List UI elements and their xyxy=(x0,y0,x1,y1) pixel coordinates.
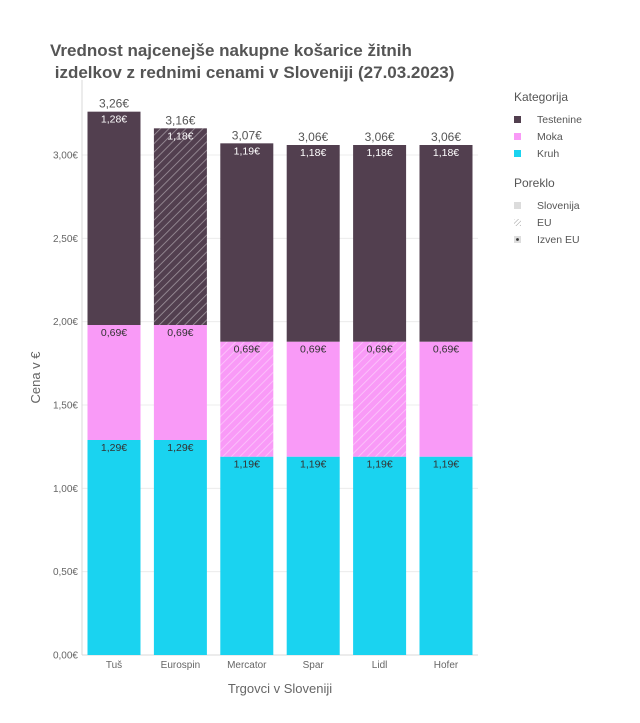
chart-title: Vrednost najcenejše nakupne košarice žit… xyxy=(50,41,455,82)
bar-testenine-hofer xyxy=(419,145,473,342)
data-label: 1,28€ xyxy=(101,114,127,126)
data-label: 1,19€ xyxy=(366,459,392,471)
bar-testenine-tuš xyxy=(87,111,141,326)
data-label: 0,69€ xyxy=(167,327,193,339)
legend-swatch-solid xyxy=(514,202,521,209)
bar-moka-spar xyxy=(286,341,340,457)
legend-swatch-hatch xyxy=(514,219,521,226)
bar-kruh-mercator xyxy=(220,456,274,655)
legend-label-testenine: Testenine xyxy=(537,113,582,126)
total-label: 3,26€ xyxy=(99,97,129,111)
bar-hatch-eu xyxy=(153,128,207,325)
bar-moka-eurospin xyxy=(153,325,207,440)
x-tick-label: Mercator xyxy=(227,660,267,671)
x-axis-label: Trgovci v Sloveniji xyxy=(228,681,332,696)
legend-origin: Poreklo Slovenija EU Izven EU xyxy=(514,176,582,248)
legend-category-title: Kategorija xyxy=(514,90,569,104)
legend-swatch-moka xyxy=(514,133,521,140)
bar-kruh-spar xyxy=(286,456,340,655)
bar-kruh-lidl xyxy=(353,456,407,655)
bar-hatch-eu xyxy=(353,341,407,457)
legend-label-eu: EU xyxy=(537,216,552,229)
data-label: 0,69€ xyxy=(234,344,260,356)
bar-testenine-mercator xyxy=(220,143,274,342)
x-tick-label: Hofer xyxy=(434,660,459,671)
legend-origin-title: Poreklo xyxy=(514,176,555,190)
total-label: 3,06€ xyxy=(298,130,328,144)
legend-item-moka: Moka xyxy=(514,128,582,145)
legend-swatch-kruh xyxy=(514,150,521,157)
data-label: 1,19€ xyxy=(234,145,260,157)
bar-moka-hofer xyxy=(419,341,473,457)
data-label: 1,29€ xyxy=(101,442,127,454)
data-label: 1,19€ xyxy=(300,459,326,471)
bar-kruh-tuš xyxy=(87,440,141,655)
legend-item-izven-eu: Izven EU xyxy=(514,231,582,248)
data-label: 0,69€ xyxy=(101,327,127,339)
data-label: 0,69€ xyxy=(366,344,392,356)
axes: 0,00€ 0,50€ 1,00€ 1,50€ 2,00€ 2,50€ 3,00€ Cena … xyxy=(28,80,478,696)
data-label: 1,18€ xyxy=(433,147,459,159)
bar-hatch-eu xyxy=(220,341,274,457)
legend-item-eu: EU xyxy=(514,214,582,231)
y-tick-label: 2,00€ xyxy=(53,317,78,328)
legend-item-kruh: Kruh xyxy=(514,145,582,162)
x-tick-label: Eurospin xyxy=(161,660,200,671)
data-label: 1,19€ xyxy=(234,459,260,471)
bar-kruh-eurospin xyxy=(153,440,207,655)
bar-kruh-hofer xyxy=(419,456,473,655)
y-tick-label: 2,50€ xyxy=(53,234,78,245)
total-label: 3,16€ xyxy=(165,113,195,127)
legend: Kategorija Testenine Moka Kruh Poreklo S… xyxy=(514,90,582,248)
total-label: 3,07€ xyxy=(232,128,262,142)
y-axis-label: Cena v € xyxy=(28,351,43,404)
y-tick-label: 3,00€ xyxy=(53,151,78,162)
bar-testenine-spar xyxy=(286,145,340,342)
legend-label-slovenija: Slovenija xyxy=(537,199,580,212)
x-tick-label: Tuš xyxy=(106,660,122,671)
x-tick-label: Spar xyxy=(303,660,325,671)
y-tick-label: 1,00€ xyxy=(53,484,78,495)
x-tick-label: Lidl xyxy=(372,660,388,671)
total-label: 3,06€ xyxy=(365,130,395,144)
y-tick-label: 0,00€ xyxy=(53,651,78,662)
legend-item-slovenija: Slovenija xyxy=(514,197,582,214)
y-tick-label: 1,50€ xyxy=(53,401,78,412)
data-label: 0,69€ xyxy=(433,344,459,356)
y-tick-label: 0,50€ xyxy=(53,567,78,578)
data-label: 1,29€ xyxy=(167,442,193,454)
legend-swatch-dot xyxy=(514,236,521,243)
grid-lines xyxy=(82,154,478,573)
legend-swatch-testenine xyxy=(514,116,521,123)
bars xyxy=(87,111,473,655)
legend-label-kruh: Kruh xyxy=(537,147,560,160)
data-label: 0,69€ xyxy=(300,344,326,356)
legend-category: Kategorija Testenine Moka Kruh xyxy=(514,90,582,162)
data-label: 1,19€ xyxy=(433,459,459,471)
data-label: 1,18€ xyxy=(300,147,326,159)
legend-label-izven-eu: Izven EU xyxy=(537,233,580,246)
data-label: 1,18€ xyxy=(366,147,392,159)
data-label: 1,18€ xyxy=(167,130,193,142)
bar-testenine-lidl xyxy=(353,145,407,342)
legend-item-testenine: Testenine xyxy=(514,111,582,128)
data-labels: 1,29€ 0,69€ 1,28€ 3,26€ 1,29€ 0,69€ 1,18€ 3,16€… xyxy=(99,97,461,471)
total-label: 3,06€ xyxy=(431,130,461,144)
bar-moka-tuš xyxy=(87,325,141,440)
legend-label-moka: Moka xyxy=(537,130,563,143)
